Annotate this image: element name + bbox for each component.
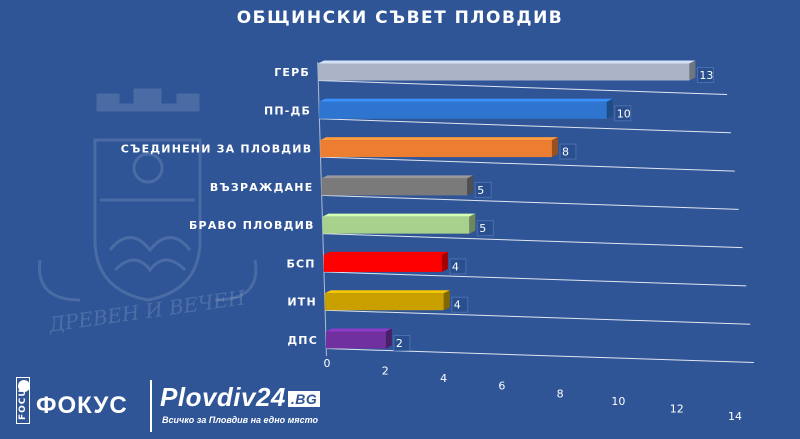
bar-top-face: [326, 328, 392, 332]
bar-end-face: [385, 328, 392, 349]
x-tick-label: 2: [382, 365, 389, 378]
category-label: БСП: [286, 257, 315, 270]
bar: [324, 293, 444, 311]
grid-line: [319, 118, 731, 134]
bar: [323, 254, 442, 272]
category-label: ГЕРБ: [274, 66, 310, 79]
bar-top-face: [320, 137, 558, 141]
data-label: 10: [617, 107, 631, 120]
data-label: 13: [699, 69, 713, 82]
grid-line: [326, 348, 755, 363]
data-label: 2: [396, 337, 403, 350]
logo-divider: [150, 380, 152, 432]
chart-title: ОБЩИНСКИ СЪВЕТ ПЛОВДИВ: [236, 8, 564, 28]
grid-line: [318, 80, 728, 95]
bar-top-face: [318, 60, 696, 64]
bar: [320, 140, 552, 158]
bar-end-face: [606, 98, 613, 119]
bar-top-face: [321, 175, 474, 179]
focus-tag: FOCUS: [16, 376, 30, 424]
data-label-box: [476, 220, 494, 237]
category-label: ДПС: [287, 334, 318, 347]
data-label: 5: [477, 184, 484, 197]
bar-top-face: [319, 98, 613, 102]
data-label-box: [451, 296, 469, 313]
bar: [326, 331, 386, 349]
grid-line: [322, 233, 743, 249]
bar-end-face: [469, 213, 476, 234]
bar-top-face: [322, 213, 476, 217]
bar: [319, 101, 607, 119]
bar-end-face: [689, 60, 696, 81]
data-label: 5: [479, 222, 486, 235]
x-tick-label: 10: [611, 395, 625, 408]
bar-end-face: [443, 290, 450, 311]
bar-top-face: [323, 251, 448, 255]
bar-end-face: [467, 175, 474, 196]
data-label: 8: [562, 146, 569, 159]
bar: [322, 216, 470, 234]
category-label: БРАВО ПЛОВДИВ: [189, 219, 315, 232]
plovdiv24-wordmark: Plovdiv24: [160, 382, 286, 412]
plovdiv24-tld: .BG: [287, 391, 321, 407]
x-tick-label: 14: [728, 410, 742, 423]
bar-end-face: [551, 137, 558, 158]
data-label-box: [449, 258, 467, 275]
data-label-box: [559, 143, 577, 160]
data-label-box: [393, 335, 411, 351]
focus-wordmark: ФОКУС: [36, 392, 128, 419]
data-label-box: [614, 105, 632, 122]
category-label: ПП-ДБ: [264, 104, 311, 117]
data-label-box: [474, 181, 492, 198]
x-tick-label: 6: [498, 380, 505, 393]
category-label: СЪЕДИНЕНИ ЗА ПЛОВДИВ: [121, 143, 313, 156]
plovdiv24-slogan: Всичко за Пловдив на едно място: [162, 415, 318, 425]
plovdiv24-logo: Plovdiv24 .BG Всичко за Пловдив на едно м…: [160, 382, 350, 434]
x-tick-label: 8: [557, 387, 564, 400]
data-label: 4: [452, 260, 459, 273]
category-label: ВЪЗРАЖДАНЕ: [210, 181, 314, 194]
grid-line: [324, 271, 747, 287]
x-tick-label: 12: [670, 402, 684, 415]
focus-dot-icon: [18, 380, 30, 392]
bar-top-face: [324, 290, 450, 294]
bar: [318, 63, 690, 81]
bar-end-face: [441, 251, 448, 272]
category-label: ИТН: [287, 296, 317, 309]
data-label: 4: [454, 299, 461, 312]
data-label-box: [696, 67, 714, 83]
focus-logo: FOCUS ФОКУС: [10, 376, 150, 430]
grid-line: [320, 156, 735, 172]
grid-line: [321, 194, 739, 210]
x-tick-label: 4: [440, 372, 447, 385]
x-tick-label: 0: [324, 357, 331, 370]
bar: [321, 178, 468, 196]
grid-line: [325, 309, 751, 325]
